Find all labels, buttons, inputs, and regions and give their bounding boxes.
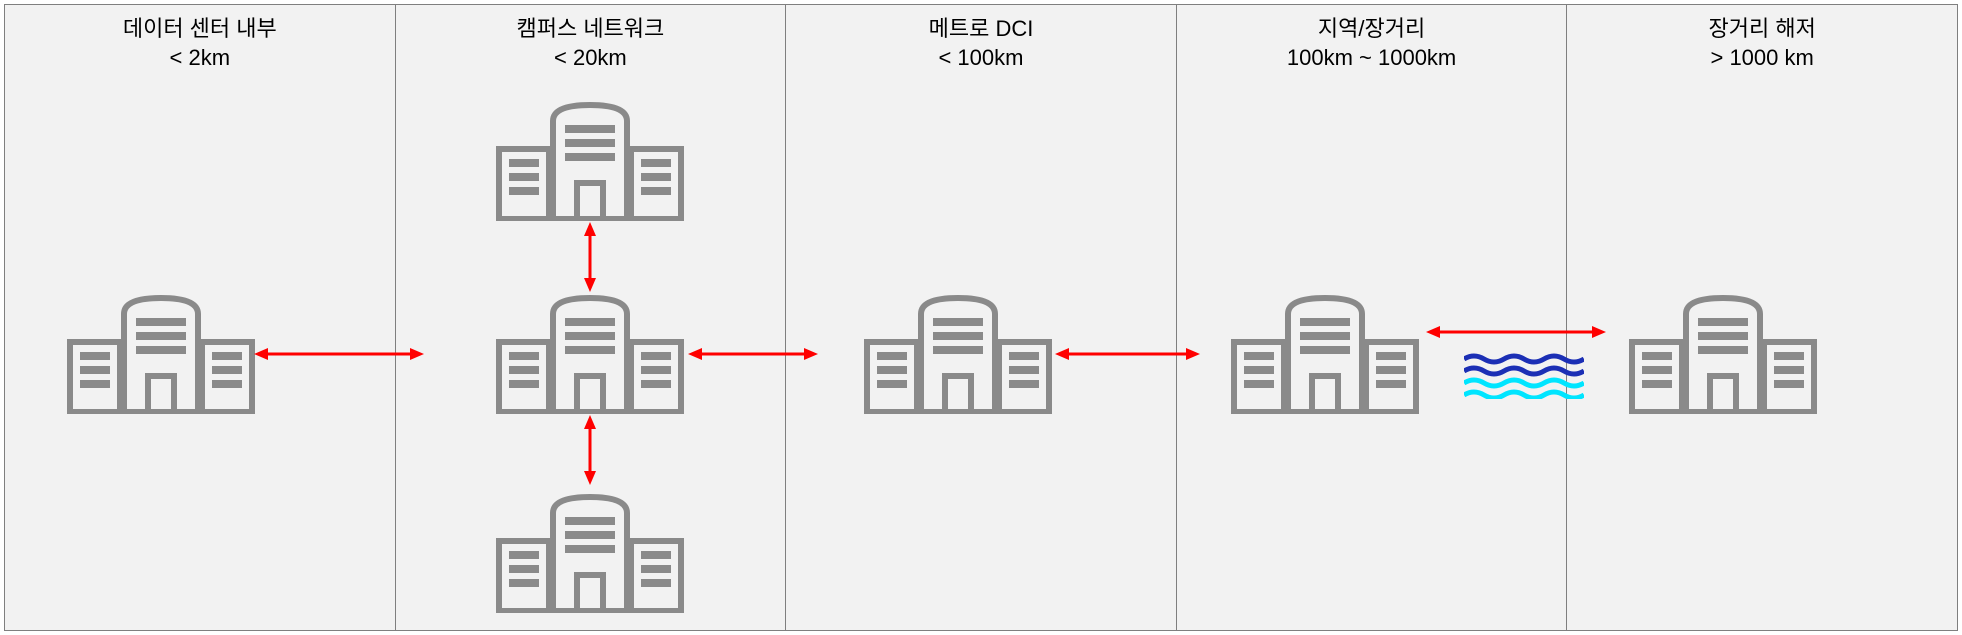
water-icon [1464, 353, 1584, 399]
column-title: 데이터 센터 내부 [123, 15, 277, 44]
column-title: 메트로 DCI [929, 15, 1034, 44]
column-range: < 100km [929, 44, 1034, 73]
column-header: 메트로 DCI < 100km [929, 5, 1034, 78]
arrow-vertical [580, 222, 600, 292]
column-body [396, 78, 786, 630]
column-title: 지역/장거리 [1287, 15, 1456, 44]
building-icon [495, 493, 685, 613]
building-icon [495, 294, 685, 414]
building-icon [1230, 294, 1420, 414]
column-campus: 캠퍼스 네트워크 < 20km [396, 5, 787, 630]
column-title: 장거리 해저 [1709, 15, 1816, 44]
column-header: 데이터 센터 내부 < 2km [123, 5, 277, 78]
column-header: 지역/장거리 100km ~ 1000km [1287, 5, 1456, 78]
building-icon [863, 294, 1053, 414]
column-body [1177, 78, 1567, 630]
column-intra-dc: 데이터 센터 내부 < 2km [5, 5, 396, 630]
column-metro: 메트로 DCI < 100km [786, 5, 1177, 630]
building-icon [66, 294, 256, 414]
column-body [786, 78, 1176, 630]
column-subsea: 장거리 해저 > 1000 km [1567, 5, 1957, 630]
column-body [5, 78, 395, 630]
building-icon [1628, 294, 1818, 414]
column-regional: 지역/장거리 100km ~ 1000km [1177, 5, 1568, 630]
column-range: < 20km [516, 44, 664, 73]
column-header: 장거리 해저 > 1000 km [1709, 5, 1816, 78]
column-header: 캠퍼스 네트워크 < 20km [516, 5, 664, 78]
column-title: 캠퍼스 네트워크 [516, 15, 664, 44]
arrow-vertical [580, 415, 600, 485]
column-range: 100km ~ 1000km [1287, 44, 1456, 73]
column-range: > 1000 km [1709, 44, 1816, 73]
building-icon [495, 101, 685, 221]
column-range: < 2km [123, 44, 277, 73]
dci-distance-diagram: 데이터 센터 내부 < 2km 캠퍼스 네트워크 < 20km [4, 4, 1958, 631]
column-body [1567, 78, 1957, 630]
